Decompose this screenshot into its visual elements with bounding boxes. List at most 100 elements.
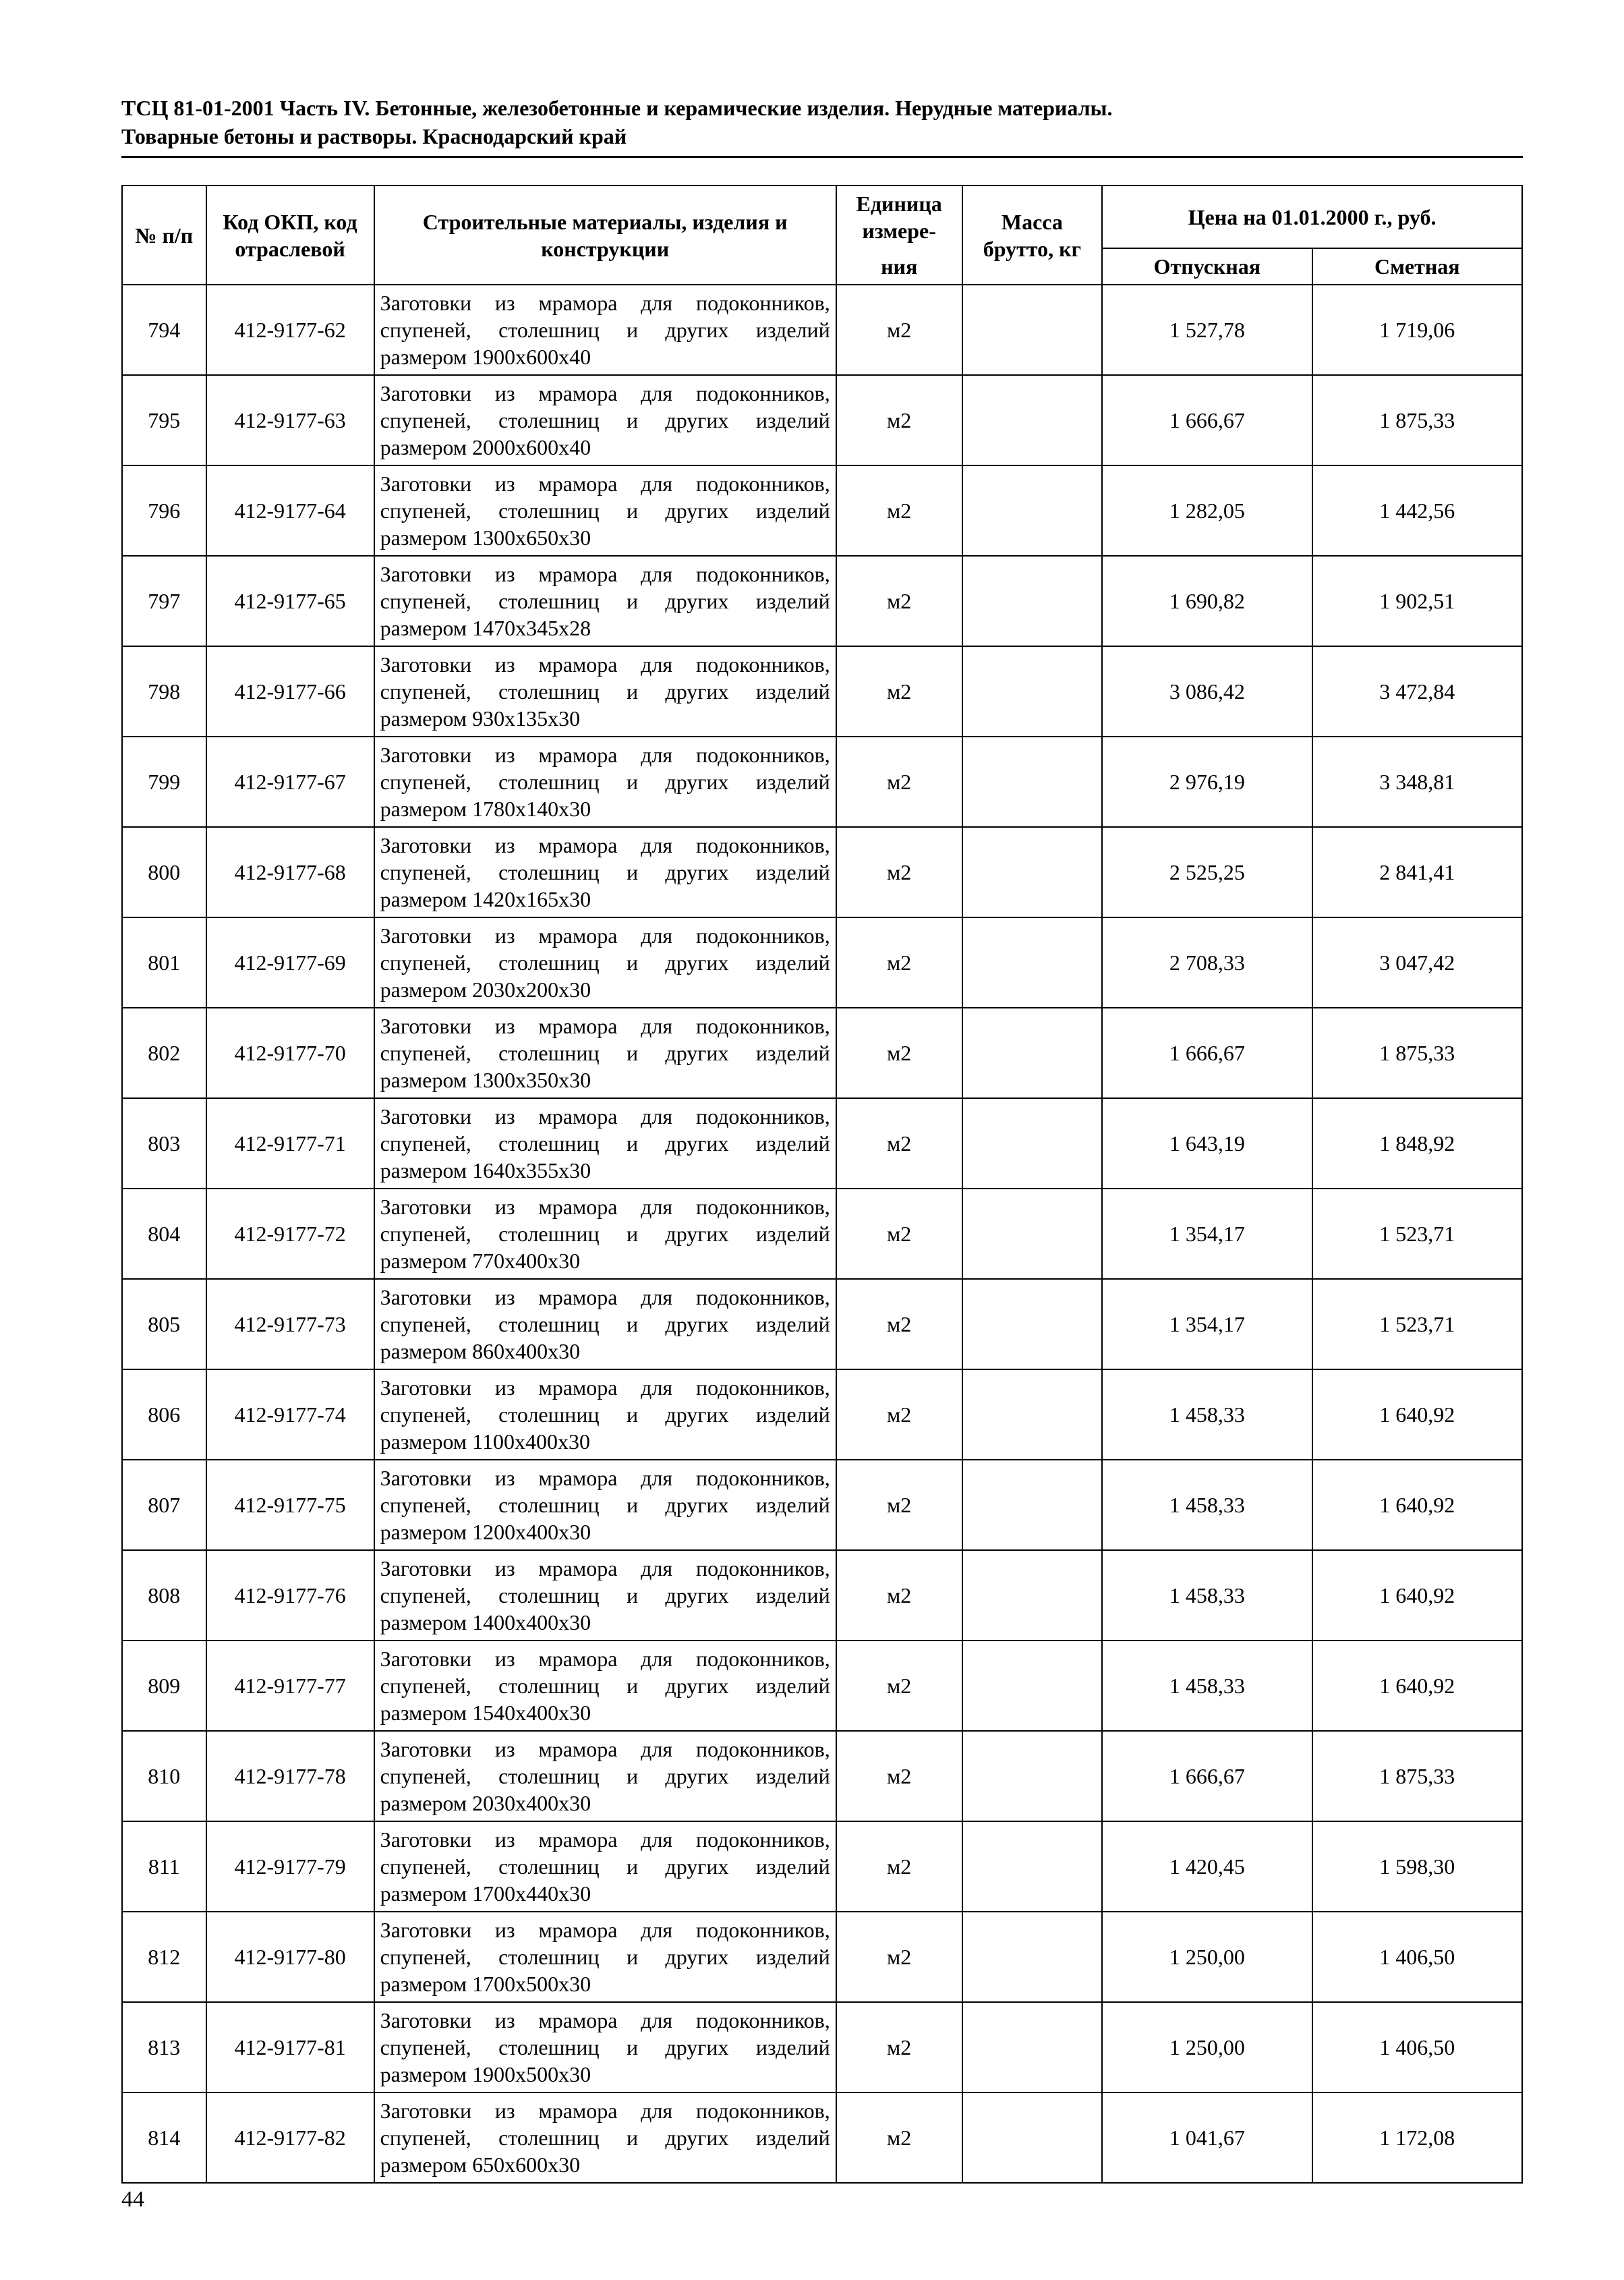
cell-desc: Заготовки из мрамора для подоконников, с… [374,1641,836,1731]
cell-desc: Заготовки из мрамора для подоконников, с… [374,2002,836,2092]
cell-code: 412-9177-67 [206,737,374,827]
table-body: 794412-9177-62Заготовки из мрамора для п… [122,285,1522,2183]
cell-price2: 1 442,56 [1312,465,1522,556]
col-code: Код ОКП, код отраслевой [206,186,374,285]
cell-code: 412-9177-68 [206,827,374,917]
col-price2: Сметная [1312,248,1522,285]
cell-num: 802 [122,1008,206,1098]
cell-mass [962,1731,1103,1821]
cell-num: 794 [122,285,206,375]
cell-unit: м2 [836,917,962,1008]
cell-unit: м2 [836,1550,962,1641]
cell-mass [962,2092,1103,2183]
table-row: 801412-9177-69Заготовки из мрамора для п… [122,917,1522,1008]
cell-unit: м2 [836,556,962,646]
cell-mass [962,375,1103,465]
cell-desc: Заготовки из мрамора для подоконников, с… [374,1731,836,1821]
cell-num: 800 [122,827,206,917]
cell-price1: 2 976,19 [1102,737,1312,827]
cell-price2: 1 640,92 [1312,1460,1522,1550]
table-row: 811412-9177-79Заготовки из мрамора для п… [122,1821,1522,1912]
cell-price1: 1 458,33 [1102,1641,1312,1731]
cell-price1: 1 643,19 [1102,1098,1312,1189]
cell-unit: м2 [836,375,962,465]
cell-mass [962,1641,1103,1731]
cell-price2: 1 523,71 [1312,1279,1522,1369]
cell-code: 412-9177-65 [206,556,374,646]
cell-unit: м2 [836,1008,962,1098]
cell-unit: м2 [836,1641,962,1731]
cell-desc: Заготовки из мрамора для подоконников, с… [374,827,836,917]
cell-num: 810 [122,1731,206,1821]
cell-mass [962,1550,1103,1641]
cell-code: 412-9177-77 [206,1641,374,1731]
cell-unit: м2 [836,1912,962,2002]
cell-desc: Заготовки из мрамора для подоконников, с… [374,375,836,465]
cell-mass [962,1821,1103,1912]
cell-num: 812 [122,1912,206,2002]
cell-unit: м2 [836,285,962,375]
cell-price1: 1 527,78 [1102,285,1312,375]
cell-price2: 1 719,06 [1312,285,1522,375]
cell-price1: 1 666,67 [1102,375,1312,465]
cell-price2: 1 523,71 [1312,1189,1522,1279]
cell-unit: м2 [836,1460,962,1550]
col-unit-bottom: ния [836,248,962,285]
cell-mass [962,917,1103,1008]
cell-desc: Заготовки из мрамора для подоконников, с… [374,737,836,827]
cell-unit: м2 [836,2002,962,2092]
cell-price1: 1 282,05 [1102,465,1312,556]
cell-price2: 2 841,41 [1312,827,1522,917]
cell-price2: 1 406,50 [1312,1912,1522,2002]
cell-unit: м2 [836,1821,962,1912]
cell-unit: м2 [836,1189,962,1279]
table-row: 799412-9177-67Заготовки из мрамора для п… [122,737,1522,827]
cell-price2: 1 640,92 [1312,1550,1522,1641]
cell-price2: 3 348,81 [1312,737,1522,827]
cell-code: 412-9177-74 [206,1369,374,1460]
cell-price1: 1 458,33 [1102,1460,1312,1550]
page: ТСЦ 81-01-2001 Часть IV. Бетонные, желез… [0,0,1624,2280]
cell-desc: Заготовки из мрамора для подоконников, с… [374,1369,836,1460]
header-line-1: ТСЦ 81-01-2001 Часть IV. Бетонные, желез… [121,94,1523,123]
cell-price1: 2 525,25 [1102,827,1312,917]
cell-num: 814 [122,2092,206,2183]
cell-code: 412-9177-78 [206,1731,374,1821]
cell-num: 795 [122,375,206,465]
cell-price2: 1 172,08 [1312,2092,1522,2183]
cell-price2: 1 875,33 [1312,1008,1522,1098]
col-price-group: Цена на 01.01.2000 г., руб. [1102,186,1522,248]
cell-desc: Заготовки из мрамора для подоконников, с… [374,1460,836,1550]
cell-num: 798 [122,646,206,737]
table-row: 798412-9177-66Заготовки из мрамора для п… [122,646,1522,737]
cell-num: 808 [122,1550,206,1641]
cell-mass [962,1098,1103,1189]
cell-unit: м2 [836,1279,962,1369]
table-row: 795412-9177-63Заготовки из мрамора для п… [122,375,1522,465]
cell-desc: Заготовки из мрамора для подоконников, с… [374,285,836,375]
cell-unit: м2 [836,646,962,737]
cell-desc: Заготовки из мрамора для подоконников, с… [374,1279,836,1369]
cell-unit: м2 [836,1369,962,1460]
col-desc: Строительные материалы, изделия и констр… [374,186,836,285]
table-row: 794412-9177-62Заготовки из мрамора для п… [122,285,1522,375]
cell-desc: Заготовки из мрамора для подоконников, с… [374,917,836,1008]
cell-num: 804 [122,1189,206,1279]
cell-desc: Заготовки из мрамора для подоконников, с… [374,2092,836,2183]
table-row: 800412-9177-68Заготовки из мрамора для п… [122,827,1522,917]
table-row: 796412-9177-64Заготовки из мрамора для п… [122,465,1522,556]
cell-desc: Заготовки из мрамора для подоконников, с… [374,1550,836,1641]
cell-code: 412-9177-63 [206,375,374,465]
cell-code: 412-9177-79 [206,1821,374,1912]
table-row: 813412-9177-81Заготовки из мрамора для п… [122,2002,1522,2092]
cell-unit: м2 [836,2092,962,2183]
table-row: 807412-9177-75Заготовки из мрамора для п… [122,1460,1522,1550]
cell-price1: 1 420,45 [1102,1821,1312,1912]
cell-price2: 1 598,30 [1312,1821,1522,1912]
cell-mass [962,556,1103,646]
header-line-2: Товарные бетоны и растворы. Краснодарски… [121,123,1523,151]
cell-mass [962,1460,1103,1550]
cell-desc: Заготовки из мрамора для подоконников, с… [374,1008,836,1098]
cell-price2: 1 640,92 [1312,1641,1522,1731]
table-row: 808412-9177-76Заготовки из мрамора для п… [122,1550,1522,1641]
